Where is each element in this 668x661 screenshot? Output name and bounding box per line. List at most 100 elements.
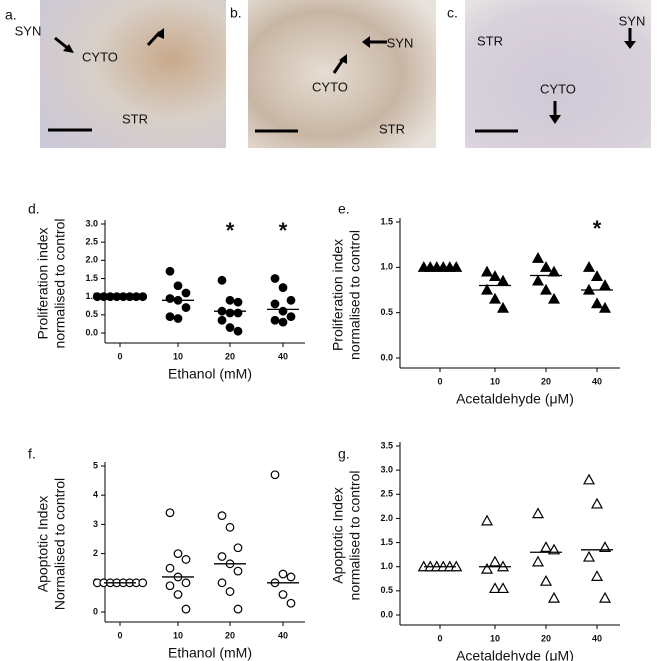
point <box>278 283 288 292</box>
micrograph <box>465 0 651 148</box>
point <box>539 283 553 295</box>
annotation: CYTO <box>312 79 348 94</box>
point <box>590 270 604 281</box>
point <box>598 541 612 552</box>
x-tick-label: 40 <box>278 351 288 361</box>
point <box>270 470 280 480</box>
point <box>480 265 494 277</box>
annotation: SYN <box>15 23 42 38</box>
y-tick-label: 4 <box>93 490 98 500</box>
annotation: SYN <box>387 35 414 50</box>
panel-label: f. <box>28 446 36 462</box>
y-tick-label: 0.5 <box>85 309 98 319</box>
y-tick-label: 3.0 <box>85 218 98 228</box>
annotation: STR <box>122 111 148 126</box>
point <box>590 570 604 581</box>
point <box>233 566 243 576</box>
point <box>233 297 243 307</box>
panel-label: c. <box>447 5 458 21</box>
x-axis-label: Ethanol (mM) <box>168 366 252 382</box>
point <box>270 274 280 283</box>
point <box>539 574 553 586</box>
point <box>225 323 235 332</box>
point <box>598 279 612 291</box>
y-axis-label: Proliferation index <box>330 239 346 351</box>
x-tick-label: 20 <box>541 376 551 386</box>
y-tick-label: 2 <box>93 548 98 558</box>
point <box>488 270 502 281</box>
point <box>488 555 502 567</box>
point <box>496 582 510 594</box>
point <box>173 590 183 599</box>
point <box>138 292 148 302</box>
y-axis-label: Proliferation index <box>35 227 51 339</box>
point <box>270 299 280 309</box>
x-tick-label: 20 <box>541 633 551 643</box>
point <box>233 604 243 614</box>
x-tick-label: 0 <box>117 630 122 640</box>
y-axis-label: normalised to control <box>347 471 363 601</box>
point <box>286 598 296 608</box>
point <box>531 274 545 286</box>
point <box>480 562 494 574</box>
x-tick-label: 40 <box>278 630 288 640</box>
point <box>173 281 183 291</box>
y-tick-label: 0.0 <box>85 327 98 337</box>
x-tick-label: 10 <box>173 630 183 640</box>
annotation: STR <box>379 121 405 136</box>
micrograph <box>40 0 226 148</box>
x-tick-label: 0 <box>117 351 122 361</box>
point <box>217 552 227 561</box>
point <box>165 266 175 276</box>
point <box>270 315 280 325</box>
point <box>217 578 227 588</box>
point <box>165 294 175 303</box>
y-tick-label: 2.0 <box>380 513 393 523</box>
x-tick-label: 0 <box>437 376 442 386</box>
x-axis-label: Acetaldehyde (μM) <box>456 391 574 407</box>
significance: * <box>593 216 602 241</box>
y-tick-label: 2.5 <box>380 489 393 499</box>
significance: * <box>279 218 288 243</box>
annotation: CYTO <box>82 49 118 64</box>
point <box>225 587 235 596</box>
point <box>547 543 561 555</box>
point <box>278 306 288 316</box>
y-tick-label: 0.0 <box>380 352 393 362</box>
x-tick-label: 20 <box>225 351 235 361</box>
annotation: STR <box>477 33 503 48</box>
point <box>165 563 175 573</box>
y-tick-label: 0.5 <box>380 585 393 595</box>
point <box>138 578 148 588</box>
point <box>165 581 175 591</box>
x-tick-label: 40 <box>592 376 602 386</box>
point <box>278 569 288 579</box>
point <box>217 315 227 325</box>
x-tick-label: 10 <box>490 633 500 643</box>
point <box>225 308 235 318</box>
point <box>165 508 175 518</box>
point <box>181 604 191 614</box>
point <box>286 295 296 305</box>
x-tick-label: 10 <box>490 376 500 386</box>
y-tick-label: 1.0 <box>380 561 393 571</box>
x-tick-label: 40 <box>592 633 602 643</box>
point <box>531 252 545 263</box>
y-tick-label: 3 <box>93 519 98 529</box>
x-tick-label: 0 <box>437 633 442 643</box>
point <box>480 283 494 295</box>
y-tick-label: 0.5 <box>380 307 393 317</box>
y-axis-label: Normalised to control <box>52 478 68 610</box>
point <box>173 314 183 323</box>
y-axis-label: normalised to control <box>52 219 68 349</box>
panel-label: a. <box>5 7 17 23</box>
point <box>286 572 296 582</box>
point <box>547 591 561 603</box>
point <box>233 543 243 553</box>
y-tick-label: 1.0 <box>380 262 393 272</box>
point <box>590 297 604 309</box>
panel-label: e. <box>338 201 350 217</box>
y-tick-label: 3.5 <box>380 440 393 450</box>
point <box>225 522 235 532</box>
